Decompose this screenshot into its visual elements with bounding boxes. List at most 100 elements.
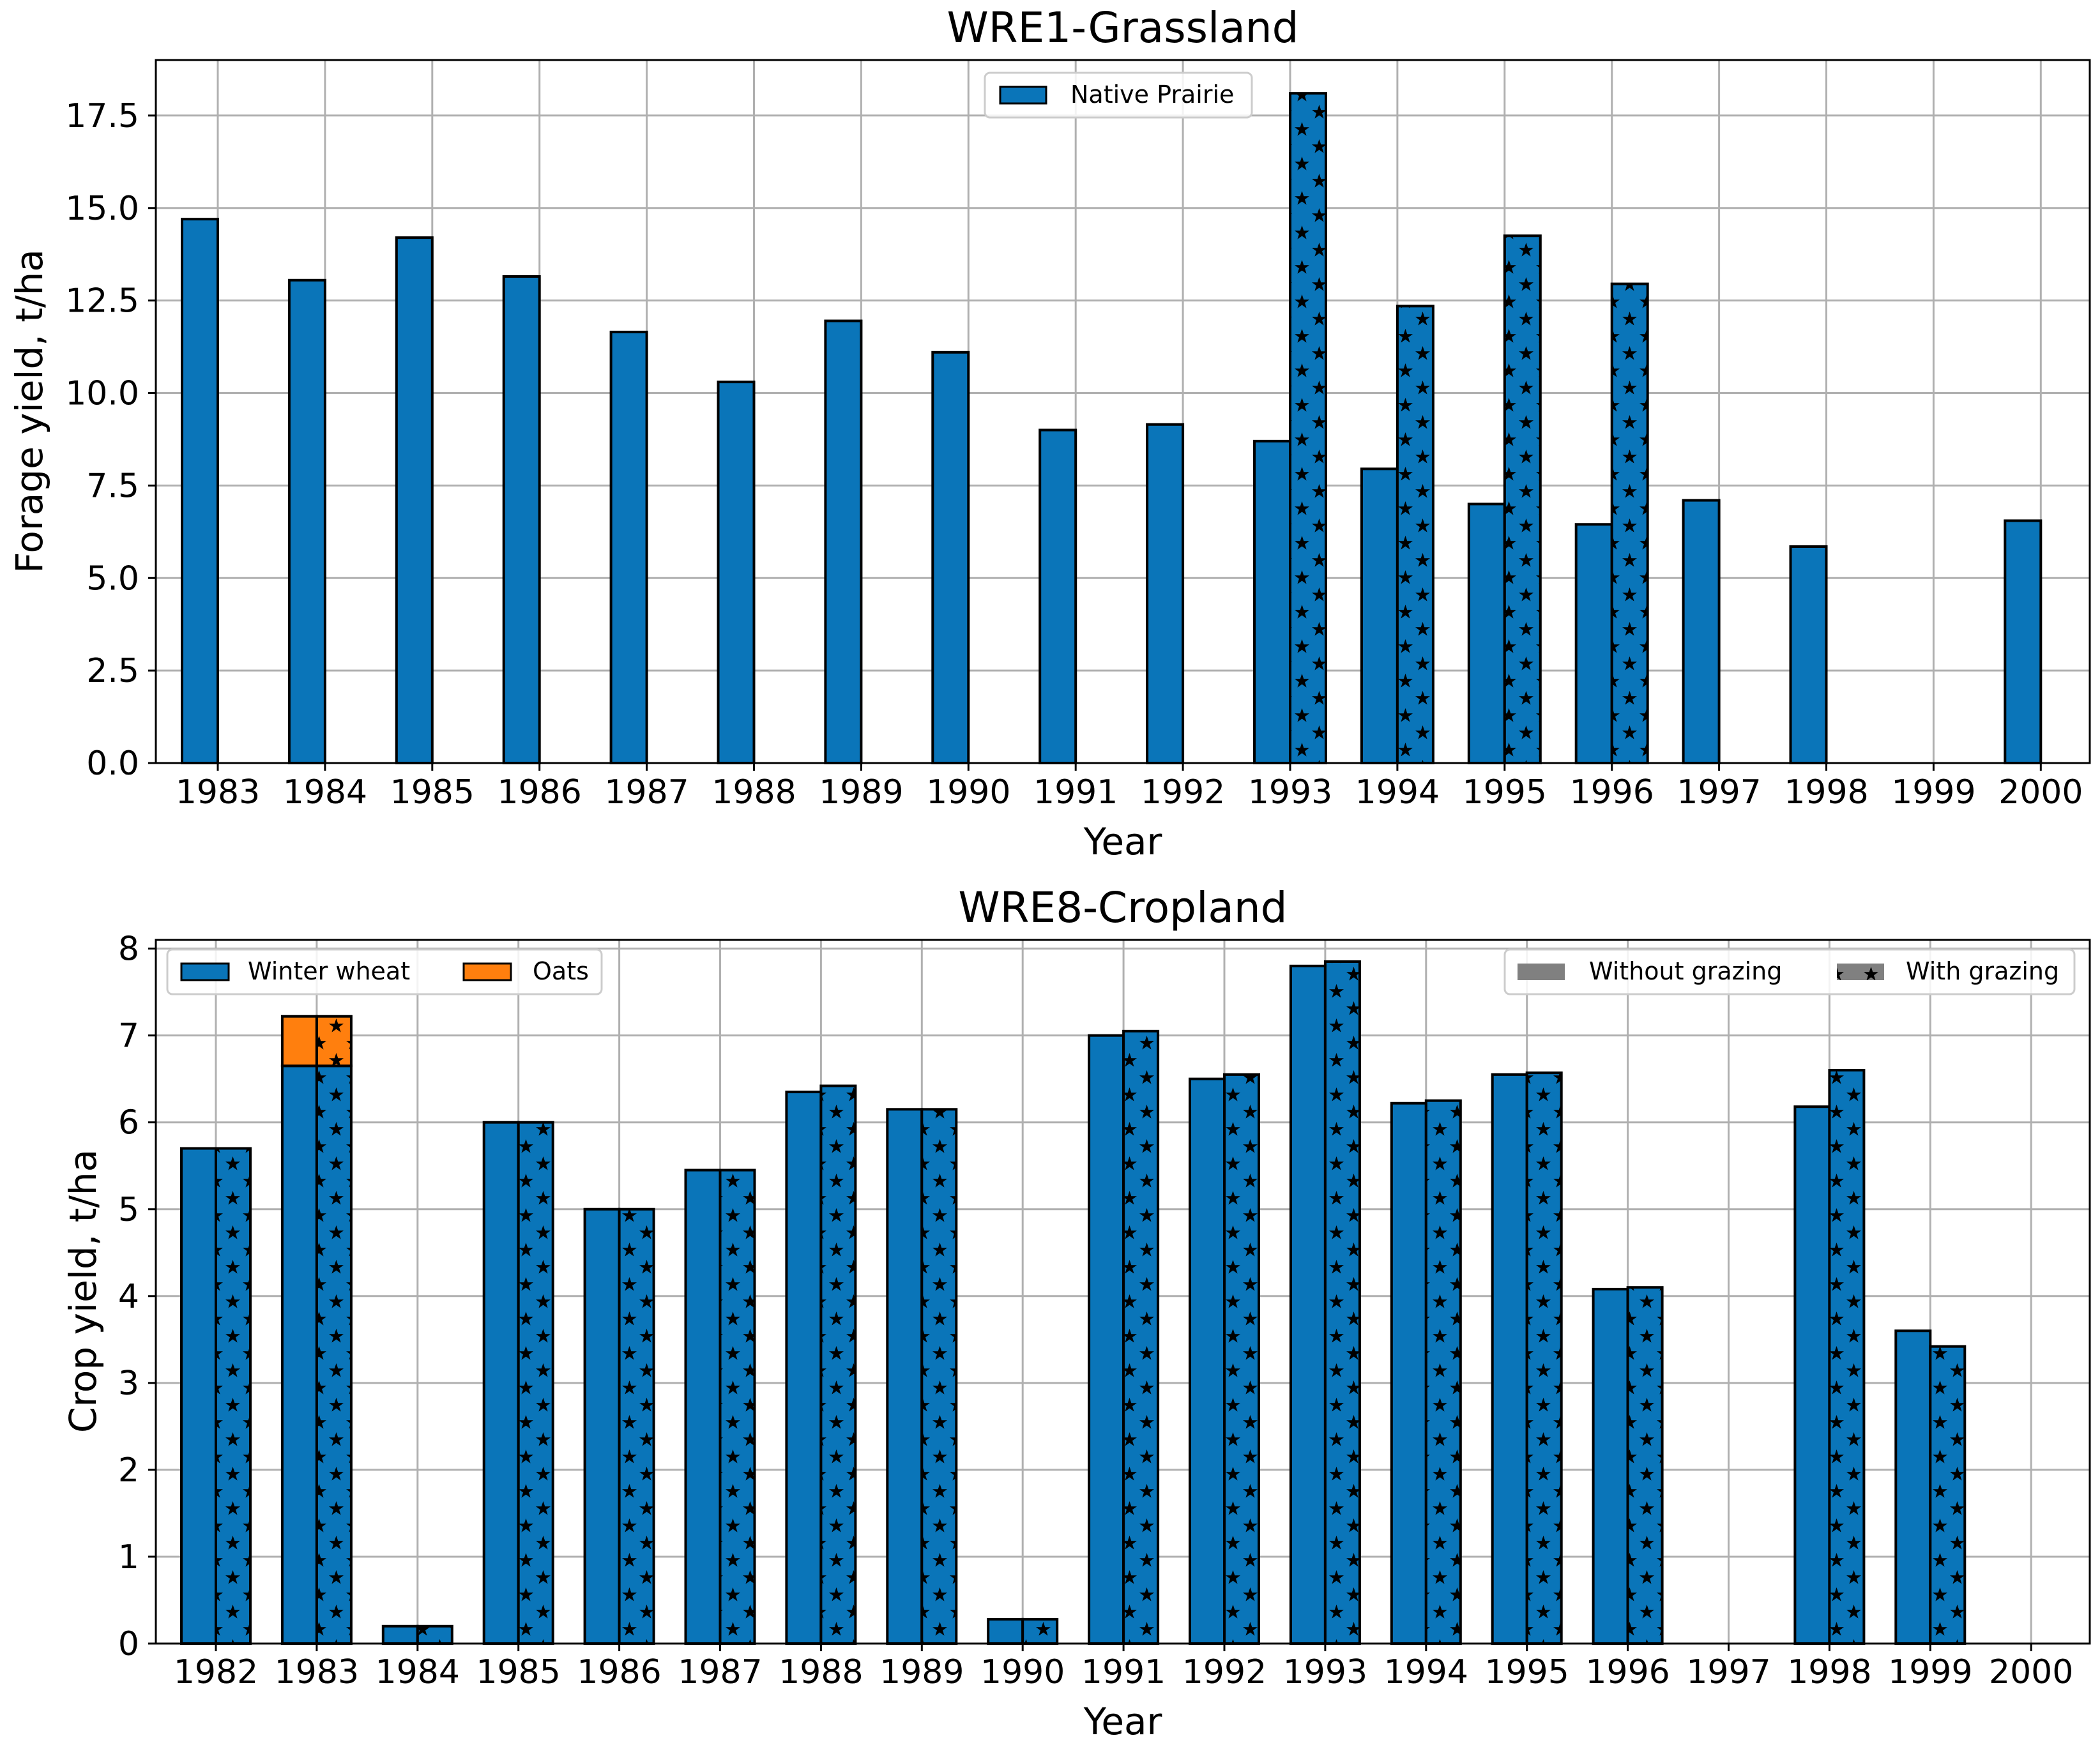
cropland-y-tick-label: 5: [118, 1191, 139, 1229]
legend-with-grazing-label: With grazing: [1906, 957, 2059, 985]
cropland-y-tick-label: 4: [118, 1278, 139, 1316]
cropland-bar-1989-with-grazing-winter-wheat-hatch: [922, 1109, 957, 1644]
cropland-bar-1991-with-grazing-winter-wheat-hatch: [1123, 1031, 1159, 1644]
grassland-bar-1996-without-grazing-native-prairie: [1574, 523, 1613, 765]
cropland-x-tick-label: 1982: [174, 1653, 258, 1691]
grassland-bar-1983-without-grazing-native-prairie: [181, 218, 219, 764]
legend-native-prairie-swatch: [999, 86, 1047, 105]
cropland-bar-1999-without-grazing-winter-wheat: [1894, 1329, 1932, 1645]
grassland-bar-1993-without-grazing-native-prairie: [1253, 439, 1291, 765]
grassland-bar-1987-without-grazing-native-prairie: [609, 330, 648, 764]
grassland-x-tick-label: 1992: [1141, 773, 1225, 812]
cropland-y-tick-label: 0: [118, 1625, 139, 1663]
grassland-y-tick-label: 10.0: [65, 375, 139, 413]
grassland-x-label: Year: [1083, 820, 1162, 863]
cropland-y-tick-label: 1: [118, 1538, 139, 1577]
grassland-y-tick-label: 2.5: [86, 652, 139, 690]
grassland-bar-1997-without-grazing-native-prairie: [1682, 499, 1721, 764]
grassland-y-tick-label: 0.0: [86, 745, 139, 783]
cropland-bar-1994-with-grazing-winter-wheat-hatch: [1426, 1100, 1461, 1644]
cropland-bar-1984-with-grazing-winter-wheat-hatch: [417, 1626, 452, 1644]
grassland-x-tick-label: 2000: [1998, 773, 2083, 812]
cropland-bar-1982-with-grazing-winter-wheat-hatch: [216, 1148, 250, 1644]
grassland-x-tick-label: 1997: [1677, 773, 1761, 812]
grassland-bar-1991-without-grazing-native-prairie: [1039, 428, 1077, 764]
grassland-y-tick-label: 15.0: [65, 190, 139, 228]
legend-oats-swatch: [462, 962, 512, 981]
cropland-bar-1987-without-grazing-winter-wheat: [684, 1168, 722, 1645]
grassland-y-tick-label: 12.5: [65, 282, 139, 321]
grassland-bar-1992-without-grazing-native-prairie: [1146, 423, 1185, 764]
cropland-x-tick-label: 1990: [980, 1653, 1065, 1691]
cropland-y-tick-label: 8: [118, 930, 139, 969]
grassland-bar-1986-without-grazing-native-prairie: [502, 275, 541, 764]
grassland-bar-1998-without-grazing-native-prairie: [1789, 545, 1828, 764]
grassland-x-tick-label: 1998: [1784, 773, 1868, 812]
cropland-x-tick-label: 1991: [1081, 1653, 1166, 1691]
cropland-y-label: Crop yield, t/ha: [61, 1149, 105, 1433]
legend-oats-label: Oats: [533, 957, 589, 985]
cropland-bar-1992-without-grazing-winter-wheat: [1189, 1077, 1226, 1645]
grassland-x-ticks: 1983 1984 1985 1986 1987 1988 1989 1990 1991 1992…: [176, 763, 2083, 812]
cropland-bar-1999-with-grazing-winter-wheat-hatch: [1930, 1346, 1965, 1644]
grazing-legend-box: [1503, 948, 2076, 995]
cropland-x-tick-label: 1993: [1283, 1653, 1367, 1691]
grassland-x-tick-label: 1987: [604, 773, 689, 812]
grassland-y-ticks: 0.0 2.5 5.0 7.5 10.0 12.5 15.0 17.5: [65, 97, 156, 783]
cropland-x-tick-label: 1987: [678, 1653, 762, 1691]
cropland-bar-1983-without-grazing-winter-wheat: [280, 1064, 318, 1645]
grassland-y-tick-label: 5.0: [86, 559, 139, 598]
cropland-bar-1990-with-grazing-winter-wheat-hatch: [1023, 1619, 1058, 1644]
grassland-bars: [181, 92, 2043, 765]
cropland-x-tick-label: 1994: [1384, 1653, 1468, 1691]
cropland-y-tick-label: 6: [118, 1104, 139, 1142]
legend-with-grazing-star-hatch: [1837, 964, 1884, 980]
cropland-x-tick-label: 1992: [1182, 1653, 1267, 1691]
cropland-bar-1993-with-grazing-winter-wheat-hatch: [1325, 962, 1360, 1644]
cropland-bar-1995-with-grazing-winter-wheat-hatch: [1526, 1073, 1562, 1644]
grassland-y-label: Forage yield, t/ha: [8, 249, 51, 573]
grassland-x-tick-label: 1999: [1891, 773, 1975, 812]
cropland-bars: [180, 960, 1967, 1645]
cropland-bar-1985-without-grazing-winter-wheat: [482, 1121, 520, 1645]
cropland-bar-1996-without-grazing-winter-wheat: [1592, 1287, 1629, 1645]
grassland-axes-frame: [155, 59, 2091, 764]
cropland-bar-1985-with-grazing-winter-wheat-hatch: [518, 1122, 553, 1644]
cropland-x-tick-label: 1984: [376, 1653, 460, 1691]
cropland-x-tick-label: 1988: [779, 1653, 863, 1691]
cropland-y-tick-label: 2: [118, 1451, 139, 1490]
grassland-bar-1995-without-grazing-native-prairie: [1467, 503, 1506, 764]
cropland-bar-1998-with-grazing-winter-wheat-hatch: [1829, 1070, 1864, 1644]
cropland-grazing-legend: Without grazing With grazing: [1503, 948, 2076, 995]
grassland-x-tick-label: 1983: [176, 773, 260, 812]
grassland-x-tick-label: 1985: [390, 773, 475, 812]
cropland-bar-1996-with-grazing-winter-wheat-hatch: [1627, 1287, 1663, 1644]
cropland-bar-1987-with-grazing-winter-wheat-hatch: [720, 1170, 755, 1644]
grassland-y-tick-label: 7.5: [86, 467, 139, 505]
grassland-x-tick-label: 1995: [1463, 773, 1547, 812]
cropland-bar-1986-with-grazing-winter-wheat-hatch: [619, 1209, 654, 1644]
grassland-bar-1988-without-grazing-native-prairie: [717, 381, 756, 764]
crop-legend-box: [166, 948, 603, 995]
cropland-bar-1984-without-grazing-winter-wheat: [381, 1624, 419, 1645]
grassland-bar-1989-without-grazing-native-prairie: [824, 319, 863, 765]
legend-native-prairie-label: Native Prairie: [1070, 80, 1234, 109]
grassland-bar-1994-with-grazing-native-prairie-hatch: [1397, 306, 1433, 764]
cropland-x-tick-label: 1989: [879, 1653, 964, 1691]
cropland-bar-1982-without-grazing-winter-wheat: [180, 1147, 217, 1645]
cropland-bar-1998-without-grazing-winter-wheat: [1793, 1105, 1831, 1645]
cropland-y-tick-label: 3: [118, 1365, 139, 1403]
grassland-x-tick-label: 1990: [926, 773, 1010, 812]
grassland-bar-1995-with-grazing-native-prairie-hatch: [1504, 236, 1541, 763]
cropland-bar-1991-without-grazing-winter-wheat: [1088, 1034, 1125, 1645]
cropland-x-tick-label: 1998: [1787, 1653, 1871, 1691]
grassland-title: WRE1-Grassland: [947, 3, 1298, 52]
grassland-x-tick-label: 1991: [1033, 773, 1118, 812]
cropland-x-ticks: 1982 1983 1984 1985 1986 1987 1988 1989 1990 1991…: [174, 1644, 2073, 1691]
cropland-x-tick-label: 1986: [577, 1653, 661, 1691]
grassland-bar-1993-with-grazing-native-prairie-hatch: [1290, 93, 1326, 764]
grassland-y-tick-label: 17.5: [65, 97, 139, 135]
cropland-title: WRE8-Cropland: [958, 883, 1287, 932]
legend-winter-wheat-swatch: [180, 962, 230, 981]
